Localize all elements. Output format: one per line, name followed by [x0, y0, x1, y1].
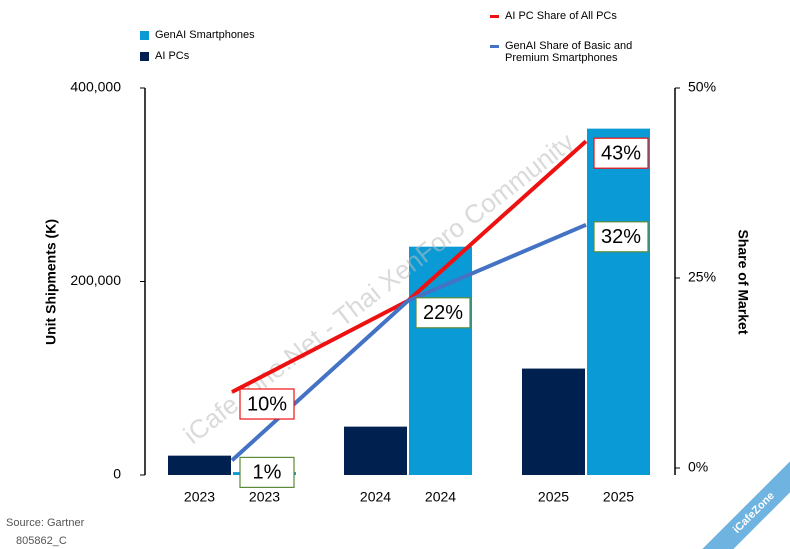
bar — [168, 455, 231, 475]
data-label-box — [239, 456, 295, 488]
legend-marker — [140, 31, 149, 40]
y2-axis-title: Share of Market — [735, 229, 751, 334]
x-tick-label: 2025 — [603, 489, 634, 505]
badge: iCafeZone — [696, 455, 790, 549]
data-label-text: 1% — [253, 462, 282, 484]
bar — [409, 246, 472, 475]
x-tick-label: 2023 — [184, 489, 215, 505]
legend-entry: GenAI Smartphones — [140, 29, 255, 41]
data-label-text: 22% — [423, 302, 463, 324]
legend-label: AI PC Share of All PCs — [505, 10, 617, 22]
legend-marker — [490, 45, 499, 48]
data-label: 22% — [415, 297, 471, 329]
x-tick-label: 2023 — [249, 489, 280, 505]
x-tick-label: 2024 — [425, 489, 456, 505]
legend-entry: AI PCs — [140, 50, 189, 62]
badge-text: iCafeZone — [731, 490, 777, 536]
data-label: 43% — [593, 137, 649, 169]
y-tick-label: 200,000 — [70, 272, 121, 288]
y2-tick-label: 25% — [688, 269, 716, 285]
bar — [522, 368, 585, 475]
data-label-text: 10% — [247, 393, 287, 415]
data-label-text: 43% — [601, 142, 641, 164]
data-label: 32% — [593, 221, 649, 253]
legend-label: GenAI Smartphones — [155, 29, 255, 41]
data-label-box — [239, 388, 295, 420]
code: 805862_C — [16, 535, 67, 547]
data-label-box — [593, 221, 649, 253]
x-tick-label: 2024 — [360, 489, 391, 505]
legend-label: GenAI Share of Basic and Premium Smartph… — [505, 40, 633, 64]
legend-marker — [140, 52, 149, 61]
data-label: 10% — [239, 388, 295, 420]
legend-entry: GenAI Share of Basic and Premium Smartph… — [490, 40, 650, 64]
bar — [344, 426, 407, 475]
y-axis-title: Unit Shipments (K) — [43, 219, 59, 345]
data-label-box — [415, 297, 471, 329]
bar — [587, 128, 650, 475]
legend-marker — [490, 15, 499, 18]
watermark: iCafeZone.Net - Thai XenForo Community — [178, 127, 580, 450]
y-tick-label: 400,000 — [70, 79, 121, 95]
x-tick-label: 2025 — [538, 489, 569, 505]
legend-label: AI PCs — [155, 50, 190, 62]
data-label-box — [593, 137, 649, 169]
data-label-text: 32% — [601, 226, 641, 248]
y2-tick-label: 50% — [688, 79, 716, 95]
y-tick-label: 0 — [113, 466, 121, 482]
data-label: 1% — [239, 456, 295, 488]
badge-band — [696, 455, 790, 549]
y2-tick-label: 0% — [688, 459, 708, 475]
legend-entry: AI PC Share of All PCs — [490, 10, 650, 22]
source: Source: Gartner — [6, 517, 85, 529]
